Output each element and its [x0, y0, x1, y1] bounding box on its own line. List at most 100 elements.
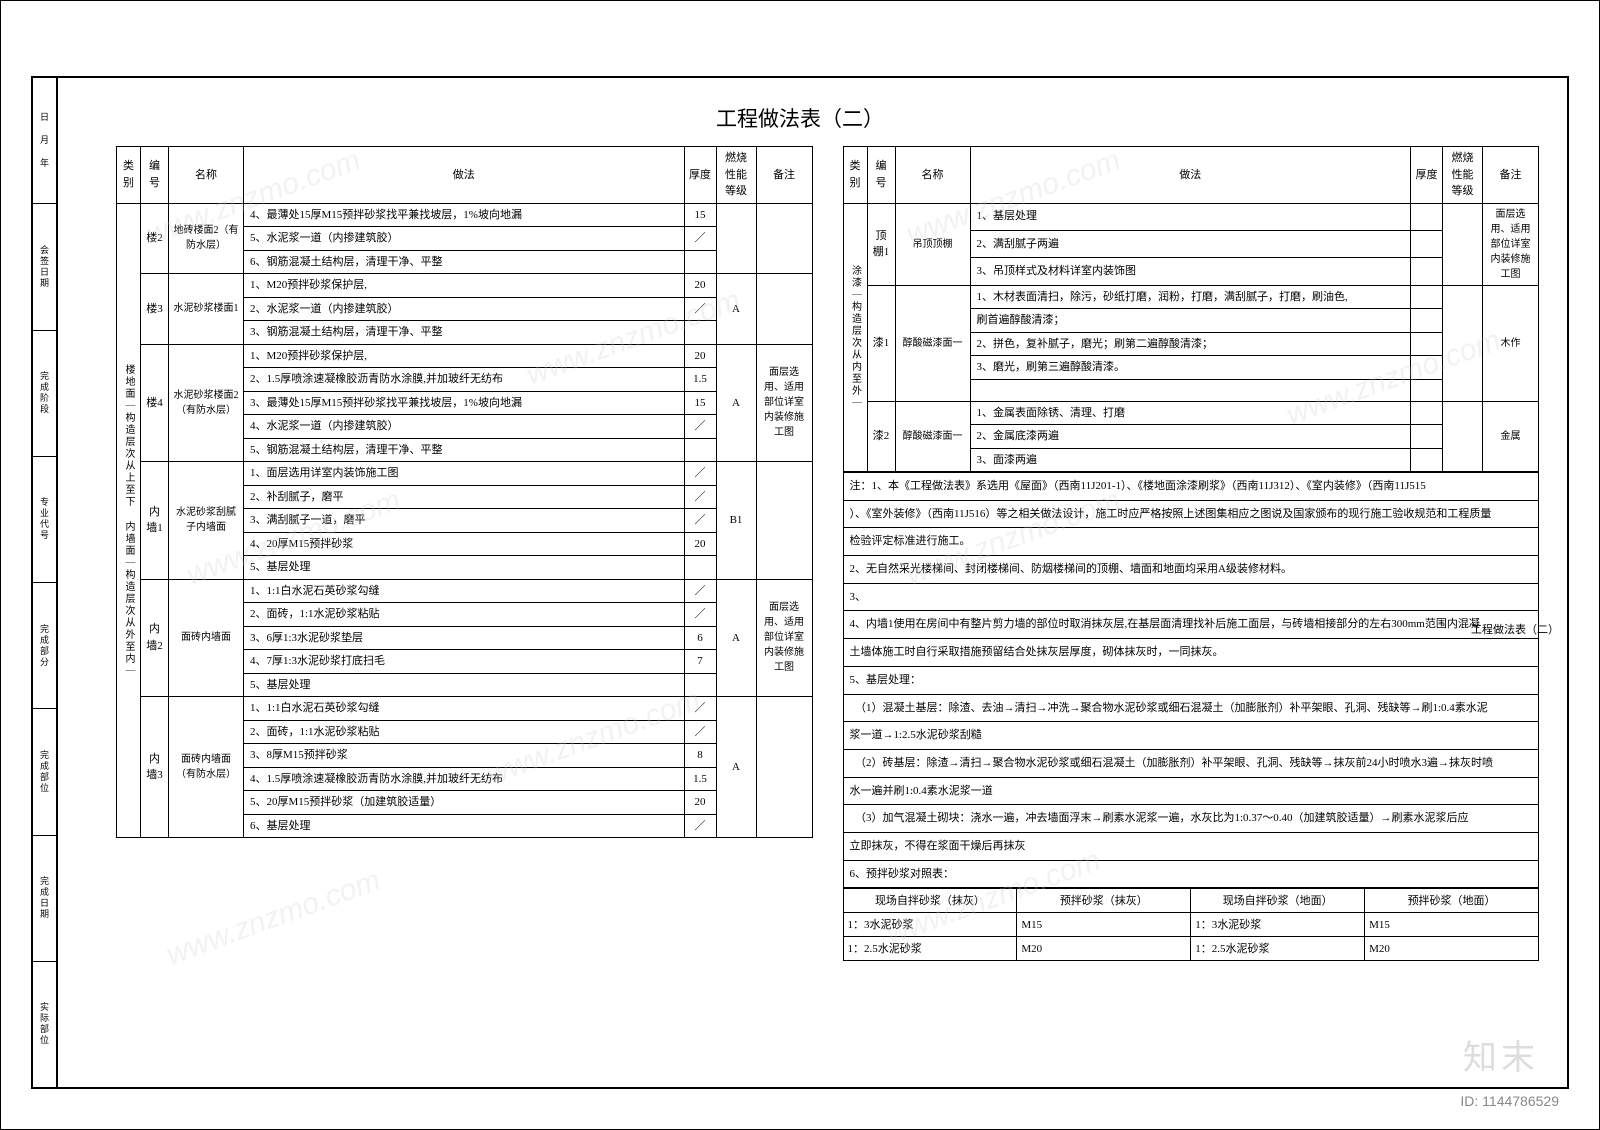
- side-cell: 实际部位: [33, 961, 56, 1087]
- thickness-cell: 1.5: [684, 368, 716, 392]
- hdr-method: 做法: [970, 147, 1411, 204]
- note-line: 3、: [843, 583, 1539, 611]
- note-line: 2、无自然采光楼梯间、封闭楼梯间、防烟楼梯间的顶棚、墙面和地面均采用A级装修材料…: [843, 556, 1539, 584]
- hdr-cat: 类别: [843, 147, 867, 204]
- page-title: 工程做法表（二）: [1, 103, 1599, 133]
- cmp-h: 预拌砂浆（地面）: [1365, 889, 1539, 913]
- cmp-cell: 1：3水泥砂浆: [843, 913, 1017, 937]
- fire-cell: A: [716, 344, 756, 462]
- method-cell: 1、1:1白水泥石英砂浆勾缝: [244, 697, 685, 721]
- cmp-cell: M15: [1017, 913, 1191, 937]
- table-row: 楼3水泥砂浆楼面11、M20预拌砂浆保护层,20A: [117, 274, 813, 298]
- fire-cell: A: [716, 274, 756, 345]
- category-cell: 涂漆｜构造层次从内至外｜: [843, 203, 867, 472]
- cmp-cell: M20: [1365, 937, 1539, 961]
- num-cell: 漆1: [867, 285, 895, 401]
- table-row: 内墙2面砖内墙面1、1:1白水泥石英砂浆勾缝／A面层选用、适用部位详室内装修施工…: [117, 579, 813, 603]
- method-cell: 刷首遍醇酸清漆；: [970, 309, 1411, 333]
- hdr-thk: 厚度: [684, 147, 716, 204]
- thickness-cell: [1411, 379, 1443, 401]
- cmp-cell: M15: [1365, 913, 1539, 937]
- note-line: （3）加气混凝土砌块：浇水一遍，冲去墙面浮末→刷素水泥浆一遍，水灰比为1:0.3…: [843, 805, 1539, 833]
- method-cell: 4、1.5厚喷涂速凝橡胶沥青防水涂膜,并加玻纤无纺布: [244, 767, 685, 791]
- right-methods-table: 类别 编号 名称 做法 厚度 燃烧性能等级 备注 涂漆｜构造层次从内至外｜顶棚1…: [843, 146, 1540, 472]
- left-methods-table: 类别 编号 名称 做法 厚度 燃烧性能等级 备注 楼地面｜构造层次从上至下 内墙…: [116, 146, 813, 838]
- method-cell: 2、满刮腻子两遍: [970, 230, 1411, 257]
- table-row: 漆1醇酸磁漆面一1、木材表面清扫，除污，砂纸打磨，润粉，打磨，满刮腻子，打磨，刷…: [843, 285, 1539, 309]
- thickness-cell: ／: [684, 462, 716, 486]
- note-line: 6、预拌砂浆对照表：: [843, 860, 1539, 888]
- thickness-cell: ／: [684, 485, 716, 509]
- note-line: 立即抹灰，不得在浆面干燥后再抹灰: [843, 832, 1539, 860]
- cmp-cell: 1：3水泥砂浆: [1191, 913, 1365, 937]
- thickness-cell: ／: [684, 415, 716, 439]
- side-cell: 会签日期: [33, 203, 56, 329]
- method-cell: 1、1:1白水泥石英砂浆勾缝: [244, 579, 685, 603]
- right-panel: 类别 编号 名称 做法 厚度 燃烧性能等级 备注 涂漆｜构造层次从内至外｜顶棚1…: [843, 146, 1540, 1049]
- side-cell: 完成部位: [33, 708, 56, 834]
- name-cell: 面砖内墙面: [169, 579, 244, 697]
- thickness-cell: [684, 321, 716, 345]
- name-cell: 吊顶顶棚: [895, 203, 970, 285]
- mortar-compare-table: 现场自拌砂浆（抹灰） 预拌砂浆（抹灰） 现场自拌砂浆（地面） 预拌砂浆（地面） …: [843, 888, 1540, 961]
- note-line: 4、内墙1使用在房间中有整片剪力墙的部位时取消抹灰层,在基层面清理找补后施工面层…: [843, 611, 1539, 639]
- side-cell: 日 月 年: [33, 78, 56, 203]
- thickness-cell: [1411, 448, 1443, 472]
- method-cell: 5、水泥浆一道（内掺建筑胶）: [244, 227, 685, 251]
- cmp-h: 现场自拌砂浆（地面）: [1191, 889, 1365, 913]
- hdr-name: 名称: [169, 147, 244, 204]
- method-cell: 1、木材表面清扫，除污，砂纸打磨，润粉，打磨，满刮腻子，打磨，刷油色,: [970, 285, 1411, 309]
- note-cell: 面层选用、适用部位详室内装修施工图: [756, 579, 812, 697]
- hdr-thk: 厚度: [1411, 147, 1443, 204]
- hdr-fire: 燃烧性能等级: [716, 147, 756, 204]
- note-line: 土墙体施工时自行采取措施预留结合处抹灰层厚度，砌体抹灰时，一同抹灰。: [843, 639, 1539, 667]
- note-line: 浆一道→1:2.5水泥砂浆刮糙: [843, 722, 1539, 750]
- thickness-cell: ／: [684, 720, 716, 744]
- name-cell: 水泥砂浆楼面2（有防水层）: [169, 344, 244, 462]
- name-cell: 水泥砂浆楼面1: [169, 274, 244, 345]
- thickness-cell: [1411, 401, 1443, 425]
- method-cell: 1、M20预拌砂浆保护层,: [244, 274, 685, 298]
- thickness-cell: 1.5: [684, 767, 716, 791]
- note-line: 水一遍并刷1:0.4素水泥浆一道: [843, 777, 1539, 805]
- method-cell: 5、基层处理: [244, 556, 685, 580]
- num-cell: 内墙3: [141, 697, 169, 838]
- method-cell: 4、最薄处15厚M15预拌砂浆找平兼找坡层，1%坡向地漏: [244, 203, 685, 227]
- method-cell: 5、20厚M15预拌砂浆（加建筑胶适量）: [244, 791, 685, 815]
- method-cell: 2、面砖，1:1水泥砂浆粘贴: [244, 603, 685, 627]
- num-cell: 顶棚1: [867, 203, 895, 285]
- fire-cell: [1443, 203, 1483, 285]
- fire-cell: [716, 203, 756, 274]
- thickness-cell: [684, 673, 716, 697]
- method-cell: 5、钢筋混凝土结构层，清理干净、平整: [244, 438, 685, 462]
- thickness-cell: [1411, 258, 1443, 285]
- method-cell: 3、吊顶样式及材料详室内装饰图: [970, 258, 1411, 285]
- note-line: 5、基层处理：: [843, 666, 1539, 694]
- name-cell: 面砖内墙面（有防水层）: [169, 697, 244, 838]
- cmp-cell: 1：2.5水泥砂浆: [843, 937, 1017, 961]
- method-cell: 3、磨光，刷第三遍醇酸清漆。: [970, 356, 1411, 380]
- cmp-cell: 1：2.5水泥砂浆: [1191, 937, 1365, 961]
- thickness-cell: ／: [684, 227, 716, 251]
- hdr-num: 编号: [867, 147, 895, 204]
- num-cell: 漆2: [867, 401, 895, 472]
- note-cell: 面层选用、适用部位详室内装修施工图: [1483, 203, 1539, 285]
- method-cell: 1、基层处理: [970, 203, 1411, 230]
- side-cell: 完成部分: [33, 582, 56, 708]
- hdr-note: 备注: [1483, 147, 1539, 204]
- side-cell: 专业代号: [33, 456, 56, 582]
- num-cell: 内墙1: [141, 462, 169, 580]
- table-row: 内墙1水泥砂浆刮腻子内墙面1、面层选用详室内装饰施工图／B1: [117, 462, 813, 486]
- note-line: ）、《室外装修》（西南11J516）等之相关做法设计，施工时应严格按照上述图集相…: [843, 500, 1539, 528]
- method-cell: 4、7厚1:3水泥砂浆打底扫毛: [244, 650, 685, 674]
- method-cell: 2、拼色，复补腻子，磨光；刷第二遍醇酸清漆；: [970, 332, 1411, 356]
- thickness-cell: [1411, 356, 1443, 380]
- name-cell: 醇酸磁漆面一: [895, 285, 970, 401]
- method-cell: 3、8厚M15预拌砂浆: [244, 744, 685, 768]
- fire-cell: B1: [716, 462, 756, 580]
- thickness-cell: 20: [684, 791, 716, 815]
- table-row: 楼4水泥砂浆楼面2（有防水层）1、M20预拌砂浆保护层,20A面层选用、适用部位…: [117, 344, 813, 368]
- cmp-cell: M20: [1017, 937, 1191, 961]
- cmp-h: 预拌砂浆（抹灰）: [1017, 889, 1191, 913]
- method-cell: 4、水泥浆一道（内掺建筑胶）: [244, 415, 685, 439]
